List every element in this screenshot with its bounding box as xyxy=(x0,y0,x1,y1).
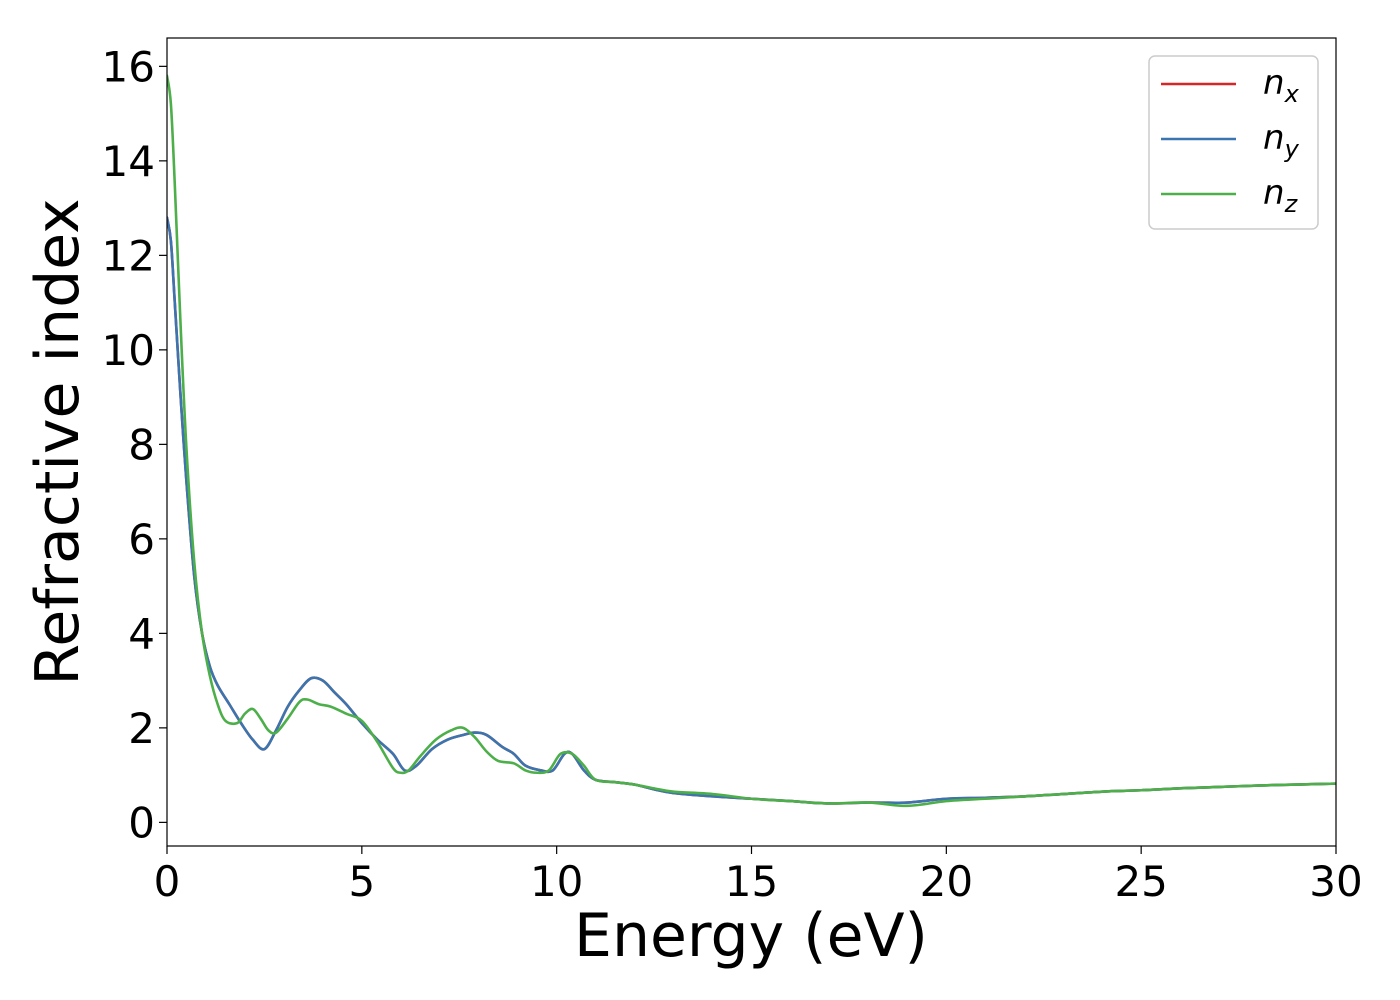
y-tick-label: 6 xyxy=(128,515,155,564)
y-tick-label: 4 xyxy=(128,609,155,658)
legend-label-symbol: n xyxy=(1263,63,1285,103)
legend-label-subscript: y xyxy=(1284,135,1300,163)
x-tick-label: 20 xyxy=(920,857,973,906)
x-tick-label: 30 xyxy=(1309,857,1362,906)
legend-label-subscript: x xyxy=(1284,80,1300,108)
y-tick-label: 8 xyxy=(128,420,155,469)
x-tick-label: 5 xyxy=(348,857,375,906)
plot-area xyxy=(167,38,1336,846)
plot-frame xyxy=(166,37,1337,847)
y-tick-label: 16 xyxy=(102,42,155,91)
x-tick-label: 10 xyxy=(530,857,583,906)
y-tick-label: 12 xyxy=(102,231,155,280)
legend-label-symbol: n xyxy=(1263,173,1285,213)
legend-label-subscript: z xyxy=(1284,190,1299,218)
series-line-ny xyxy=(167,216,1336,805)
legend-label-nx: nx xyxy=(1263,63,1300,108)
y-tick-label: 14 xyxy=(102,137,155,186)
legend-label-symbol: n xyxy=(1263,118,1285,158)
y-tick-label: 0 xyxy=(128,798,155,847)
legend-label-ny: ny xyxy=(1263,118,1300,163)
x-axis-label: Energy (eV) xyxy=(574,901,928,971)
y-axis-label: Refractive index xyxy=(23,198,93,685)
x-tick-label: 25 xyxy=(1114,857,1167,906)
x-tick-label: 0 xyxy=(154,857,181,906)
y-tick-label: 10 xyxy=(102,326,155,375)
x-tick-label: 15 xyxy=(725,857,778,906)
legend-box xyxy=(1148,55,1319,230)
series-layer xyxy=(167,74,1336,808)
tick-layer: 0 5 10 15 20 25 30 0 2 4 6 8 10 12 14 16 xyxy=(102,42,1363,906)
series-line-nz xyxy=(167,74,1336,808)
legend-label-nz: nz xyxy=(1263,173,1299,218)
y-tick-label: 2 xyxy=(128,704,155,753)
